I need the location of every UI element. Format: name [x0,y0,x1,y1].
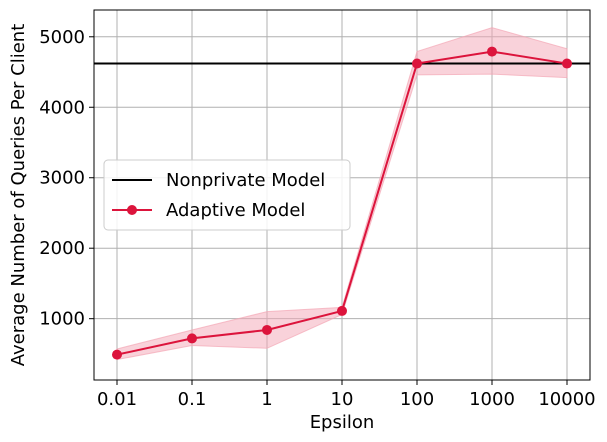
legend-marker-swatch [127,205,137,215]
adaptive-model-point [187,333,197,344]
y-tick-label: 5000 [39,27,85,48]
y-tick-label: 1000 [39,309,85,330]
x-tick-label: 100 [400,389,434,410]
x-tick-label: 1000 [469,389,515,410]
confidence-band [116,27,568,361]
x-tick-label: 10 [331,389,354,410]
adaptive-model-point [412,58,422,69]
y-tick-label: 3000 [39,168,85,189]
adaptive-model-point [337,305,347,316]
x-tick-label: 0.01 [97,389,137,410]
series-layer [94,46,590,360]
legend-entry-label: Nonprivate Model [166,170,325,191]
legend-entry-label: Adaptive Model [166,200,305,221]
y-tick-label: 4000 [39,97,85,118]
x-tick-label: 0.1 [178,389,207,410]
legend-box [103,159,351,231]
y-axis-label: Average Number of Queries Per Client [8,24,29,366]
adaptive-model-point [562,58,572,69]
x-tick-label: 10000 [538,389,595,410]
adaptive-model-point [487,46,497,57]
y-tick-label: 2000 [39,238,85,259]
adaptive-model-band [116,27,568,361]
x-axis-label: Epsilon [310,412,375,433]
x-tick-label: 1 [261,389,272,410]
adaptive-model-point [112,349,122,360]
axis-ticks: 0.01 0.1 1 10 100 1000 10000 1000 2000 3000 4000 50… [39,27,595,410]
adaptive-model-point [262,324,272,335]
legend: Nonprivate Model Adaptive Model [103,159,351,231]
